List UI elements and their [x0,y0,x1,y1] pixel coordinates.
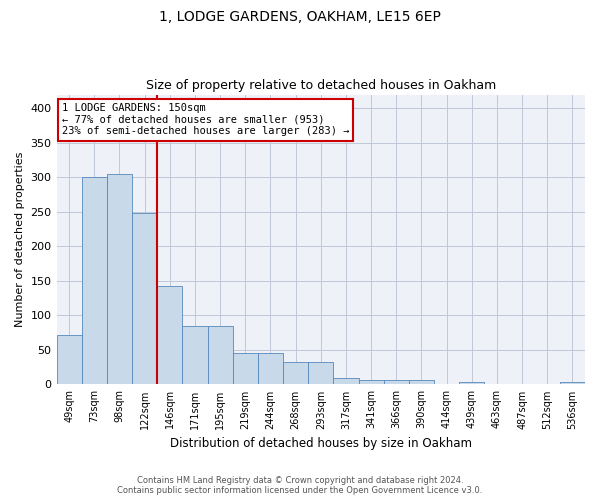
Bar [208,326,233,384]
Bar [82,178,107,384]
Text: Contains HM Land Registry data © Crown copyright and database right 2024.
Contai: Contains HM Land Registry data © Crown c… [118,476,482,495]
Bar [132,214,157,384]
Bar [359,380,383,384]
Bar [560,382,585,384]
Text: 1, LODGE GARDENS, OAKHAM, LE15 6EP: 1, LODGE GARDENS, OAKHAM, LE15 6EP [159,10,441,24]
Bar [233,354,258,384]
Bar [107,174,132,384]
X-axis label: Distribution of detached houses by size in Oakham: Distribution of detached houses by size … [170,437,472,450]
Bar [157,286,182,384]
Bar [383,380,409,384]
Bar [56,334,82,384]
Text: 1 LODGE GARDENS: 150sqm
← 77% of detached houses are smaller (953)
23% of semi-d: 1 LODGE GARDENS: 150sqm ← 77% of detache… [62,104,349,136]
Y-axis label: Number of detached properties: Number of detached properties [15,152,25,327]
Bar [409,380,434,384]
Bar [459,382,484,384]
Bar [283,362,308,384]
Bar [308,362,334,384]
Bar [258,354,283,384]
Bar [182,326,208,384]
Title: Size of property relative to detached houses in Oakham: Size of property relative to detached ho… [146,79,496,92]
Bar [334,378,359,384]
